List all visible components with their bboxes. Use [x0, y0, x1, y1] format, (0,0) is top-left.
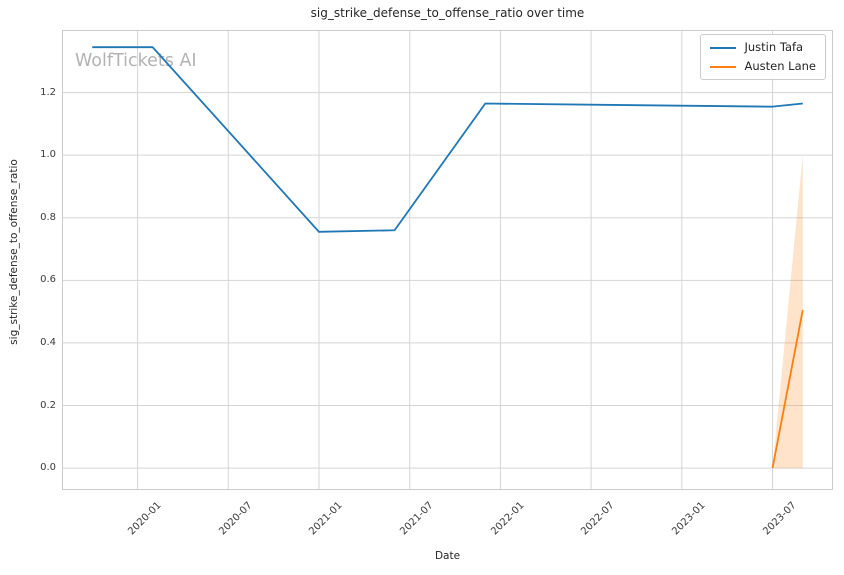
y-tick-label: 0.0 [40, 462, 56, 474]
y-tick-label: 0.6 [40, 274, 56, 286]
x-tick-label: 2021-07 [398, 500, 436, 538]
x-tick-label: 2022-01 [488, 500, 527, 538]
y-tick-label: 0.2 [40, 399, 56, 411]
chart-title: sig_strike_defense_to_offense_ratio over… [310, 6, 585, 20]
confidence-band [772, 155, 803, 469]
y-axis-label: sig_strike_defense_to_offense_ratio [8, 159, 20, 345]
legend-label: Justin Tafa [744, 40, 804, 54]
legend-item: Justin Tafa [709, 40, 817, 55]
x-tick-label: 2021-01 [307, 500, 345, 538]
y-tick-label: 1.0 [40, 149, 56, 161]
x-axis-label: Date [434, 550, 461, 562]
legend-label: Austen Lane [744, 59, 817, 73]
legend-line-swatch [709, 46, 736, 49]
series-line [92, 46, 803, 233]
legend: Justin Tafa Austen Lane [699, 34, 826, 80]
x-tick-label: 2020-07 [216, 500, 255, 538]
series-line [771, 309, 804, 469]
watermark-text: WolfTickets AI [75, 51, 197, 71]
legend-line-swatch [709, 65, 736, 68]
y-tick-label: 0.8 [40, 211, 56, 223]
plot-area: WolfTickets AI [62, 30, 833, 490]
y-tick-label: 0.4 [40, 336, 56, 348]
x-tick-label: 2022-07 [579, 500, 617, 538]
x-tick-label: 2020-01 [126, 500, 164, 538]
x-tick-label: 2023-01 [670, 500, 708, 538]
x-tick-label: 2023-07 [760, 500, 799, 538]
y-tick-label: 1.2 [40, 86, 56, 98]
plot-canvas: WolfTickets AI [62, 30, 833, 490]
legend-item: Austen Lane [709, 59, 817, 74]
plot-border [62, 30, 833, 490]
